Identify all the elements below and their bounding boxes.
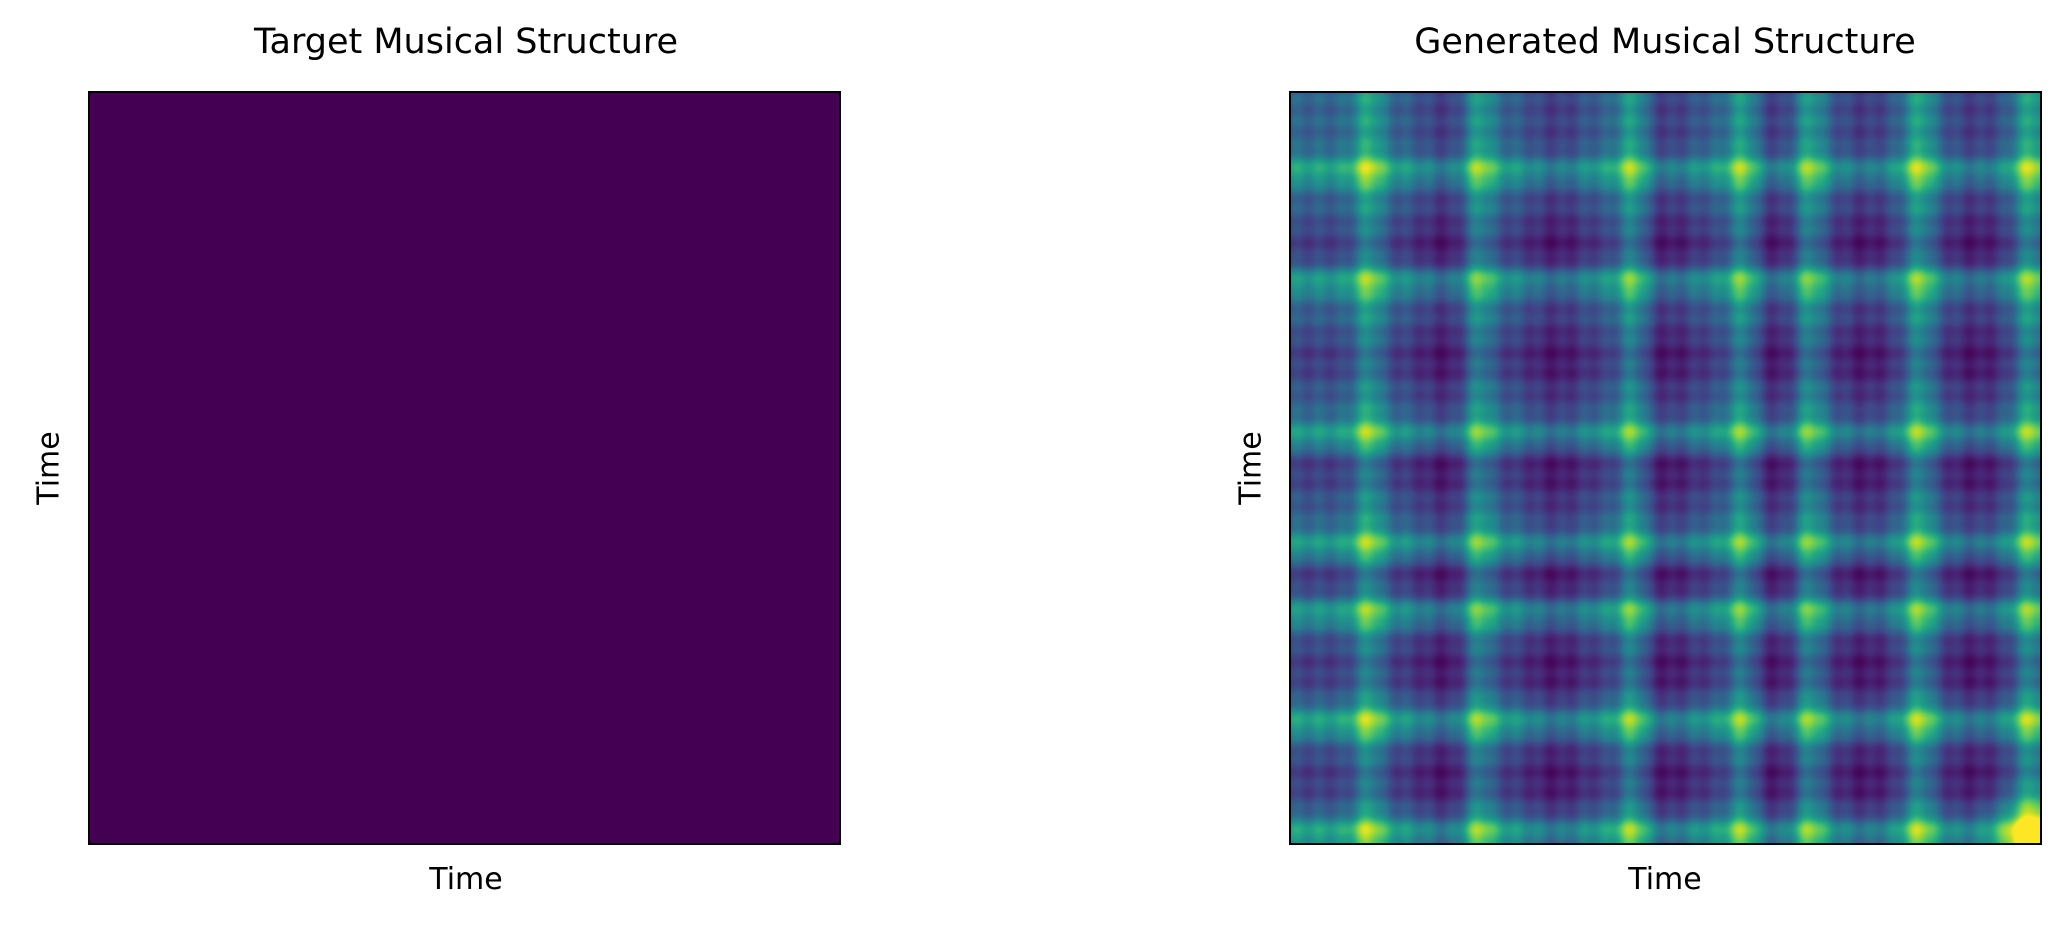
target-structure-panel: Target Musical Structure Time Time — [0, 0, 900, 934]
target-chart-title: Target Musical Structure — [253, 22, 679, 62]
target-heatmap-canvas — [90, 93, 839, 843]
generated-y-axis-label: Time — [1233, 431, 1269, 505]
generated-x-axis-label: Time — [1628, 862, 1702, 897]
generated-heatmap-canvas — [1291, 93, 2040, 843]
generated-chart-title: Generated Musical Structure — [1414, 22, 1916, 62]
target-y-axis-label: Time — [31, 431, 67, 505]
generated-structure-panel: Generated Musical Structure Time Time — [1201, 0, 2071, 934]
generated-heatmap — [1289, 91, 2042, 845]
target-x-axis-label: Time — [429, 862, 503, 897]
target-heatmap — [88, 91, 841, 845]
